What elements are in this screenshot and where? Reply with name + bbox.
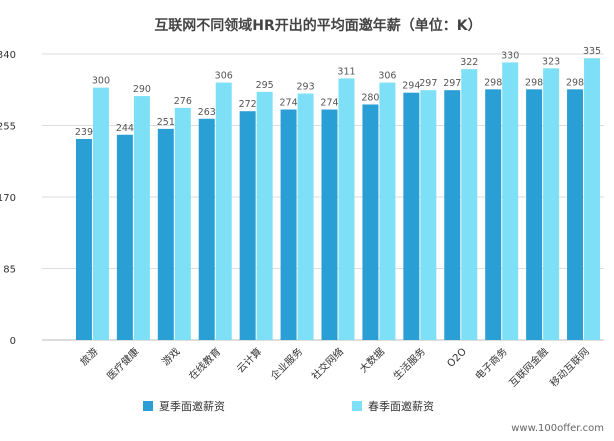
data-label: 294	[402, 81, 420, 92]
bar	[461, 69, 478, 340]
data-label: 274	[320, 98, 338, 109]
bar	[543, 68, 560, 341]
bar	[198, 118, 215, 340]
x-tick-label: 游戏	[159, 345, 182, 368]
data-label: 244	[116, 123, 134, 134]
x-tick-label: O2O	[445, 346, 468, 369]
data-label: 306	[378, 71, 396, 82]
watermark: www.100offer.com	[511, 423, 604, 434]
bar	[116, 134, 133, 340]
x-tick-label: 云计算	[234, 345, 264, 375]
bar	[338, 78, 355, 341]
bar	[567, 89, 584, 341]
y-tick-label: 85	[3, 265, 16, 276]
data-label: 297	[443, 78, 461, 89]
data-label: 293	[297, 82, 315, 93]
data-label: 298	[525, 77, 543, 88]
data-label: 300	[92, 76, 110, 87]
x-tick-label: 医疗健康	[104, 345, 141, 382]
data-label: 311	[337, 66, 355, 77]
y-axis-ticks: 0 85 170 255 340	[0, 50, 16, 347]
legend-swatch	[352, 401, 362, 411]
bar	[362, 104, 379, 341]
bar	[321, 109, 338, 341]
legend-label: 春季面邀薪资	[368, 399, 434, 413]
data-labels: 239 300 244 290 251 276 263 306 272 295 274 293 274 3…	[75, 46, 601, 138]
legend: 夏季面邀薪资 春季面邀薪资	[143, 399, 434, 413]
bar	[420, 90, 437, 340]
bar	[75, 138, 92, 340]
data-label: 335	[583, 46, 601, 57]
x-axis-ticks: 旅游 医疗健康 游戏 在线教育 云计算 企业服务 社交网络 大数据 生活服务 O2O 电子商务互联网…	[77, 345, 591, 390]
chart-title: 互联网不同领域HR开出的平均面邀年薪（单位：K）	[154, 17, 481, 34]
data-label: 295	[256, 80, 274, 91]
x-tick-label: 企业服务	[268, 345, 305, 382]
data-label: 276	[174, 96, 192, 107]
y-tick-label: 255	[0, 122, 16, 133]
data-label: 280	[361, 92, 379, 103]
x-tick-label: 互联网金融	[506, 345, 551, 390]
bar	[92, 87, 109, 340]
x-tick-label: 在线教育	[186, 345, 223, 382]
y-tick-label: 0	[10, 336, 16, 347]
data-label: 263	[198, 107, 216, 118]
x-tick-label: 生活服务	[390, 345, 427, 382]
x-tick-label: 移动互联网	[547, 345, 592, 390]
x-tick-label: 电子商务	[472, 345, 509, 382]
bar	[444, 90, 461, 340]
bar	[485, 89, 502, 341]
data-label: 274	[280, 98, 298, 109]
data-label: 297	[419, 78, 437, 89]
data-label: 323	[542, 56, 560, 67]
bar	[215, 82, 232, 340]
bar	[584, 58, 601, 341]
bar	[256, 91, 273, 341]
data-label: 272	[239, 99, 257, 110]
bar	[157, 128, 174, 340]
bar	[403, 92, 420, 340]
bar	[502, 62, 519, 340]
data-label: 306	[215, 71, 233, 82]
bar	[297, 93, 314, 340]
data-label: 290	[133, 84, 151, 95]
data-label: 239	[75, 127, 93, 138]
data-label: 322	[460, 57, 478, 68]
data-label: 298	[484, 77, 502, 88]
x-tick-label: 社交网络	[309, 345, 346, 382]
data-label: 251	[157, 117, 175, 128]
bar	[379, 82, 396, 340]
bar	[239, 111, 256, 340]
x-tick-label: 大数据	[357, 345, 387, 375]
data-label: 298	[566, 77, 584, 88]
bars	[75, 58, 601, 341]
bar	[174, 107, 191, 340]
bar	[526, 89, 543, 341]
y-tick-label: 170	[0, 193, 16, 204]
x-tick-label: 旅游	[77, 345, 100, 368]
legend-swatch	[143, 401, 153, 411]
y-tick-label: 340	[0, 50, 16, 61]
data-label: 330	[501, 50, 519, 61]
bar	[280, 109, 297, 341]
bar	[133, 96, 150, 340]
legend-label: 夏季面邀薪资	[159, 399, 225, 413]
